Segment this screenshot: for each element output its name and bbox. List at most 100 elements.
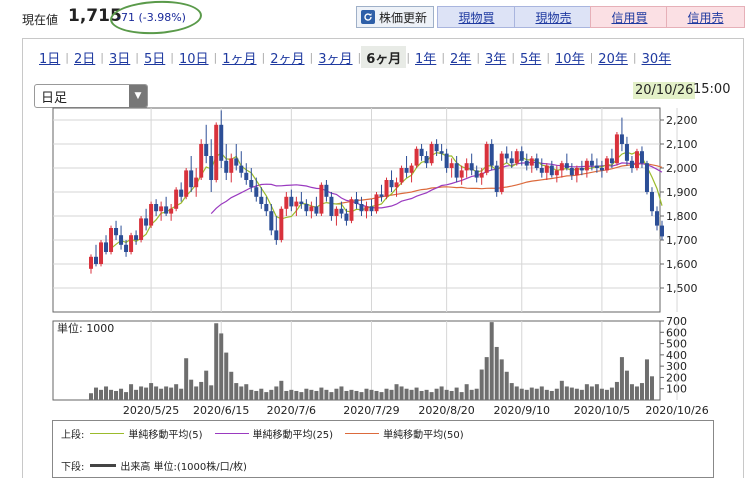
date-tick-label: 2020/7/6 (267, 404, 316, 417)
period-tab[interactable]: 3ヶ月 (318, 51, 353, 67)
period-tab[interactable]: 3年 (485, 51, 507, 67)
candle-down (509, 158, 514, 164)
candle-down (419, 148, 424, 156)
cash-sell-button[interactable]: 現物売 (514, 6, 593, 28)
volume-bar (89, 393, 93, 400)
volume-bar (529, 387, 534, 400)
volume-bar (194, 386, 199, 400)
volume-bar (304, 388, 309, 400)
candle-down (369, 206, 374, 212)
period-tab[interactable]: 1ヶ月 (222, 51, 257, 67)
date-tick-label: 2020/9/10 (494, 404, 550, 417)
volume-bar (164, 386, 169, 400)
candle-up (614, 134, 619, 164)
margin-buy-button[interactable]: 信用買 (590, 6, 669, 28)
cash-buy-button[interactable]: 現物買 (437, 6, 516, 28)
period-tab[interactable]: 10日 (179, 51, 209, 67)
candle-down (434, 144, 439, 152)
refresh-quote-button[interactable]: 株価更新 (356, 6, 435, 28)
tab-separator: | (357, 50, 362, 64)
candle-up (409, 165, 414, 173)
volume-bar (324, 389, 329, 400)
volume-bar (104, 386, 109, 400)
volume-bar (329, 392, 334, 400)
volume-bar (464, 384, 469, 400)
volume-bar (534, 388, 539, 400)
candle-down (179, 189, 184, 197)
price-plot-area (52, 107, 661, 313)
volume-bar (374, 390, 379, 400)
period-tab[interactable]: 20年 (598, 51, 628, 67)
candle-up (414, 148, 419, 166)
period-tabs: 1日 | 2日 | 3日 | 5日 | 10日 | 1ヶ月 | 2ヶ月 | 3ヶ月 | 6ヶ月 | 1年 | 2年 | 3年… (34, 46, 676, 68)
period-tab[interactable]: 3日 (109, 51, 131, 67)
candle-up (484, 144, 489, 173)
volume-bar (579, 389, 584, 400)
candle-down (564, 163, 569, 168)
volume-bar (114, 390, 119, 400)
period-tab[interactable]: 2日 (74, 51, 96, 67)
margin-sell-button[interactable]: 信用売 (666, 6, 745, 28)
period-tab[interactable]: 30年 (641, 51, 672, 67)
volume-bar (174, 384, 179, 400)
period-tab[interactable]: 2ヶ月 (270, 51, 305, 67)
candle-period-value: 日足 (41, 90, 68, 106)
candle-down (404, 168, 409, 173)
volume-bar (109, 389, 114, 400)
ma25-line-swatch (214, 433, 249, 434)
candle-up (399, 168, 404, 183)
legend-ma50-label: 単純移動平均(50) (383, 430, 464, 441)
volume-bar (509, 383, 514, 400)
period-tab[interactable]: 2年 (450, 51, 472, 67)
volume-bar (384, 388, 389, 400)
volume-bar (369, 389, 374, 400)
chevron-down-icon: ▼ (129, 85, 147, 107)
volume-bar (349, 389, 354, 400)
volume-bar (414, 387, 419, 400)
candle-down (549, 165, 554, 176)
volume-bar (504, 371, 509, 400)
price-tick-label: 2,000 (666, 162, 698, 175)
volume-bar (299, 392, 304, 400)
price-tick-label: 1,500 (666, 282, 698, 295)
legend-ma25-label: 単純移動平均(25) (252, 430, 334, 441)
volume-bar (389, 389, 394, 400)
candle-up (334, 208, 339, 216)
volume-bar (439, 386, 444, 400)
price-tick-label: 2,200 (666, 114, 698, 127)
period-tab[interactable]: 1年 (415, 51, 437, 67)
period-tab[interactable]: 1日 (39, 51, 61, 67)
volume-bar (614, 381, 619, 400)
period-tab[interactable]: 10年 (555, 51, 585, 67)
volume-bar (94, 387, 99, 400)
legend-bottom-row: 下段: 出来高 単位:(1000株/口/枚) (61, 458, 247, 473)
volume-bar (589, 386, 594, 400)
tab-separator: | (589, 50, 594, 64)
volume-bar (484, 357, 489, 400)
period-tab[interactable]: 5日 (144, 51, 166, 67)
date-tick-label: 2020/10/26 (645, 404, 708, 417)
candle-period-select[interactable]: 日足 ▼ (34, 84, 148, 108)
volume-bar-swatch (90, 464, 117, 467)
period-tab[interactable]: 6ヶ月 (361, 46, 407, 68)
candle-down (504, 153, 509, 159)
period-tab[interactable]: 5年 (520, 51, 542, 67)
candle-down (489, 144, 494, 166)
volume-bar (124, 392, 129, 400)
candle-up (319, 184, 324, 214)
volume-bar (514, 386, 519, 400)
volume-bar (584, 384, 589, 400)
volume-bar (624, 370, 629, 400)
volume-bar (569, 387, 574, 400)
volume-bar (129, 384, 134, 400)
price-tick-label: 1,900 (666, 186, 698, 199)
candle-down (259, 196, 264, 204)
volume-bar (479, 369, 484, 400)
refresh-quote-label: 株価更新 (379, 10, 428, 25)
candle-up (574, 168, 579, 176)
date-tick-label: 2020/5/25 (123, 404, 179, 417)
candle-down (274, 230, 279, 240)
candle-down (299, 201, 304, 204)
volume-tick-label: 500 (666, 338, 687, 351)
candle-down (359, 204, 364, 212)
